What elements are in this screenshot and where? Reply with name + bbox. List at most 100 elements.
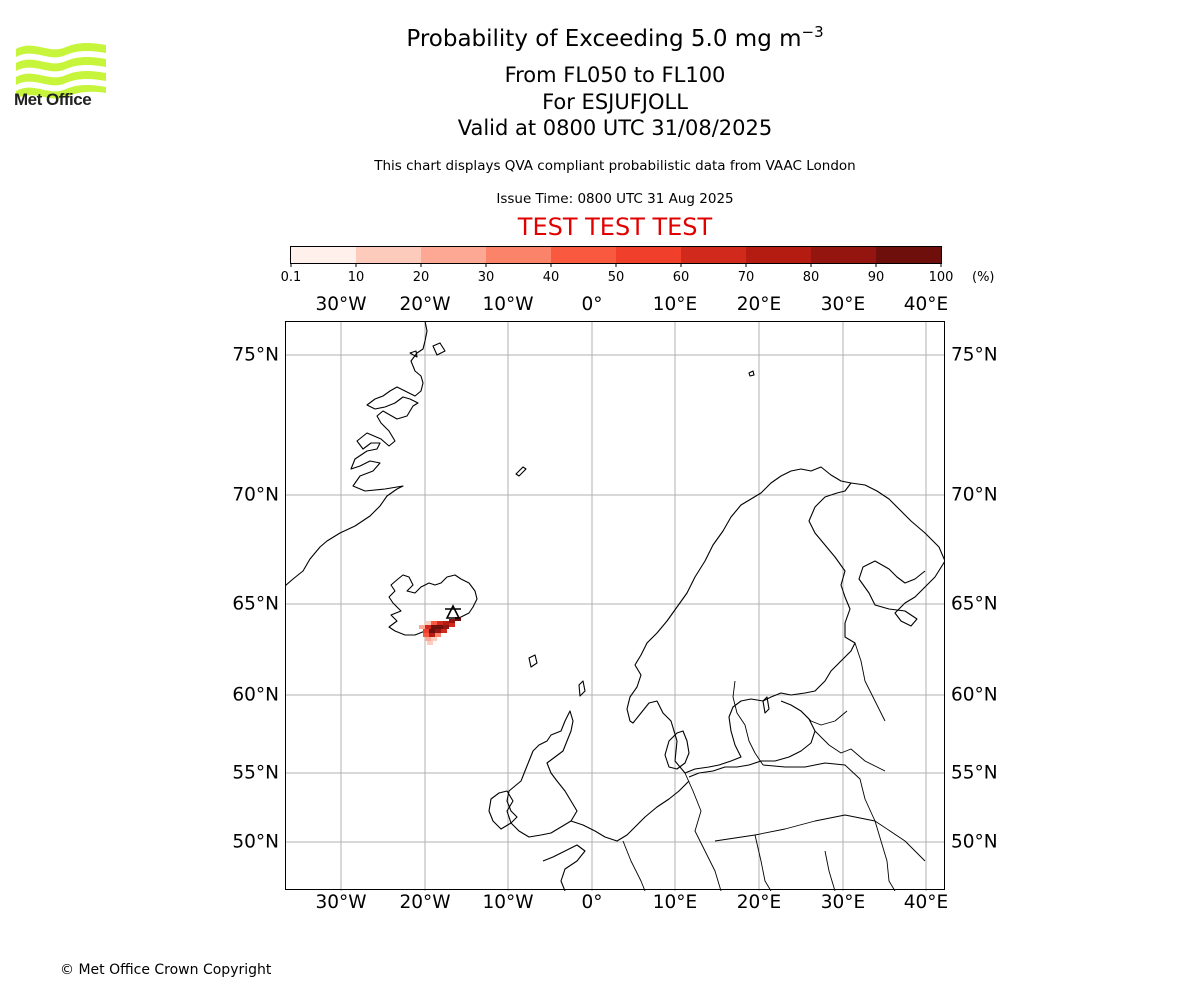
logo-text: Met Office <box>14 90 92 109</box>
colorbar-tick-label: 0.1 <box>280 270 302 285</box>
ash-probability-plume <box>419 617 461 645</box>
greenland-islet-2 <box>409 350 418 358</box>
latitude-label: 65°N <box>951 593 998 615</box>
colorbar-segment <box>486 247 552 263</box>
plume-cell <box>427 641 433 645</box>
latitude-label: 75°N <box>232 344 279 366</box>
longitude-label: 20°E <box>736 892 782 913</box>
plume-cell <box>429 629 435 633</box>
longitude-label: 20°E <box>736 294 782 315</box>
plume-cell <box>455 617 461 621</box>
plume-cell <box>443 621 449 625</box>
plume-cell <box>429 633 435 637</box>
scandinavia-coast <box>626 466 856 774</box>
chart-title: Probability of Exceeding 5.0 mg m−3 <box>0 23 1200 52</box>
colorbar-tick-label: 40 <box>542 270 560 285</box>
gridlines <box>285 321 945 891</box>
baltic-coast <box>688 700 816 778</box>
colorbar-segment <box>681 247 747 263</box>
plume-cell <box>437 621 443 625</box>
colorbar-tick-label: 60 <box>672 270 690 285</box>
greenland-islet <box>432 342 446 356</box>
plume-cell <box>435 633 441 637</box>
longitude-label: 30°W <box>315 892 367 913</box>
colorbar-tick-label: 70 <box>737 270 755 285</box>
colorbar-unit: (%) <box>972 270 995 285</box>
ireland-coast <box>488 790 514 830</box>
test-banner: TEST TEST TEST <box>517 213 713 241</box>
shetland <box>578 680 586 697</box>
valid-time: Valid at 0800 UTC 31/08/2025 <box>457 116 773 140</box>
colorbar-segment <box>616 247 682 263</box>
volcano-name: For ESJUFJOLL <box>542 90 688 114</box>
colorbar-tick-label: 90 <box>867 270 885 285</box>
map-frame <box>285 321 945 890</box>
jan-mayen <box>515 466 527 477</box>
longitude-label: 10°E <box>652 892 698 913</box>
plume-cell <box>441 629 447 633</box>
longitude-label: 10°W <box>482 294 534 315</box>
longitude-label: 10°E <box>652 294 698 315</box>
border-7 <box>754 834 772 891</box>
plume-cell <box>431 637 437 641</box>
longitude-label: 20°W <box>399 294 451 315</box>
longitude-label: 0° <box>581 892 603 913</box>
met-office-logo <box>16 43 106 99</box>
colorbar-segment <box>421 247 487 263</box>
title-superscript: −3 <box>801 23 824 41</box>
longitude-label: 40°E <box>903 892 949 913</box>
border-3 <box>762 762 876 822</box>
colorbar-segment <box>356 247 422 263</box>
colorbar-tick-label: 50 <box>607 270 625 285</box>
plume-cell <box>423 633 429 637</box>
plume-cell <box>425 621 431 625</box>
plume-cell <box>423 629 429 633</box>
colorbar-tick-label: 80 <box>802 270 820 285</box>
plume-cell <box>425 637 431 641</box>
border-9 <box>874 820 896 891</box>
gotland <box>762 696 770 714</box>
border-8 <box>824 850 836 891</box>
colorbar-segment <box>291 247 357 263</box>
longitude-label: 40°E <box>903 294 949 315</box>
faroe-islands <box>528 654 538 668</box>
latitude-label: 70°N <box>951 484 998 506</box>
chart-description: This chart displays QVA compliant probab… <box>374 158 856 174</box>
longitude-label: 20°W <box>399 892 451 913</box>
latitude-label: 60°N <box>232 684 279 706</box>
plume-cell <box>443 625 449 629</box>
denmark-coast <box>664 730 690 770</box>
coastlines <box>285 321 945 891</box>
title-text: Probability of Exceeding 5.0 mg m <box>406 26 802 52</box>
copyright: © Met Office Crown Copyright <box>60 962 272 978</box>
plume-cell <box>419 625 425 629</box>
border-2 <box>800 710 848 726</box>
flight-levels: From FL050 to FL100 <box>504 63 726 87</box>
uk-coast <box>506 710 578 838</box>
bear-island <box>748 370 755 377</box>
volcano-marker <box>445 604 461 619</box>
plume-cell <box>431 625 437 629</box>
colorbar-segment <box>746 247 812 263</box>
greenland-coast <box>285 321 428 587</box>
iceland-coast <box>388 574 478 636</box>
plume-cell <box>449 619 455 623</box>
latitude-label: 65°N <box>232 593 279 615</box>
plume-cell <box>425 625 431 629</box>
border-4 <box>684 772 722 891</box>
colorbar-segment <box>876 247 942 263</box>
border-11 <box>854 642 886 722</box>
plume-cell <box>437 625 443 629</box>
france-coast <box>542 844 586 891</box>
longitude-label: 10°W <box>482 892 534 913</box>
latitude-label: 75°N <box>951 344 998 366</box>
plume-cell <box>431 621 437 625</box>
border-1 <box>732 680 764 766</box>
latitude-label: 50°N <box>951 831 998 853</box>
plume-cell <box>449 623 455 627</box>
colorbar-tick-label: 10 <box>347 270 365 285</box>
latitude-label: 55°N <box>951 762 998 784</box>
colorbar-segment <box>811 247 877 263</box>
border-5 <box>622 840 646 891</box>
longitude-label: 30°E <box>820 294 866 315</box>
